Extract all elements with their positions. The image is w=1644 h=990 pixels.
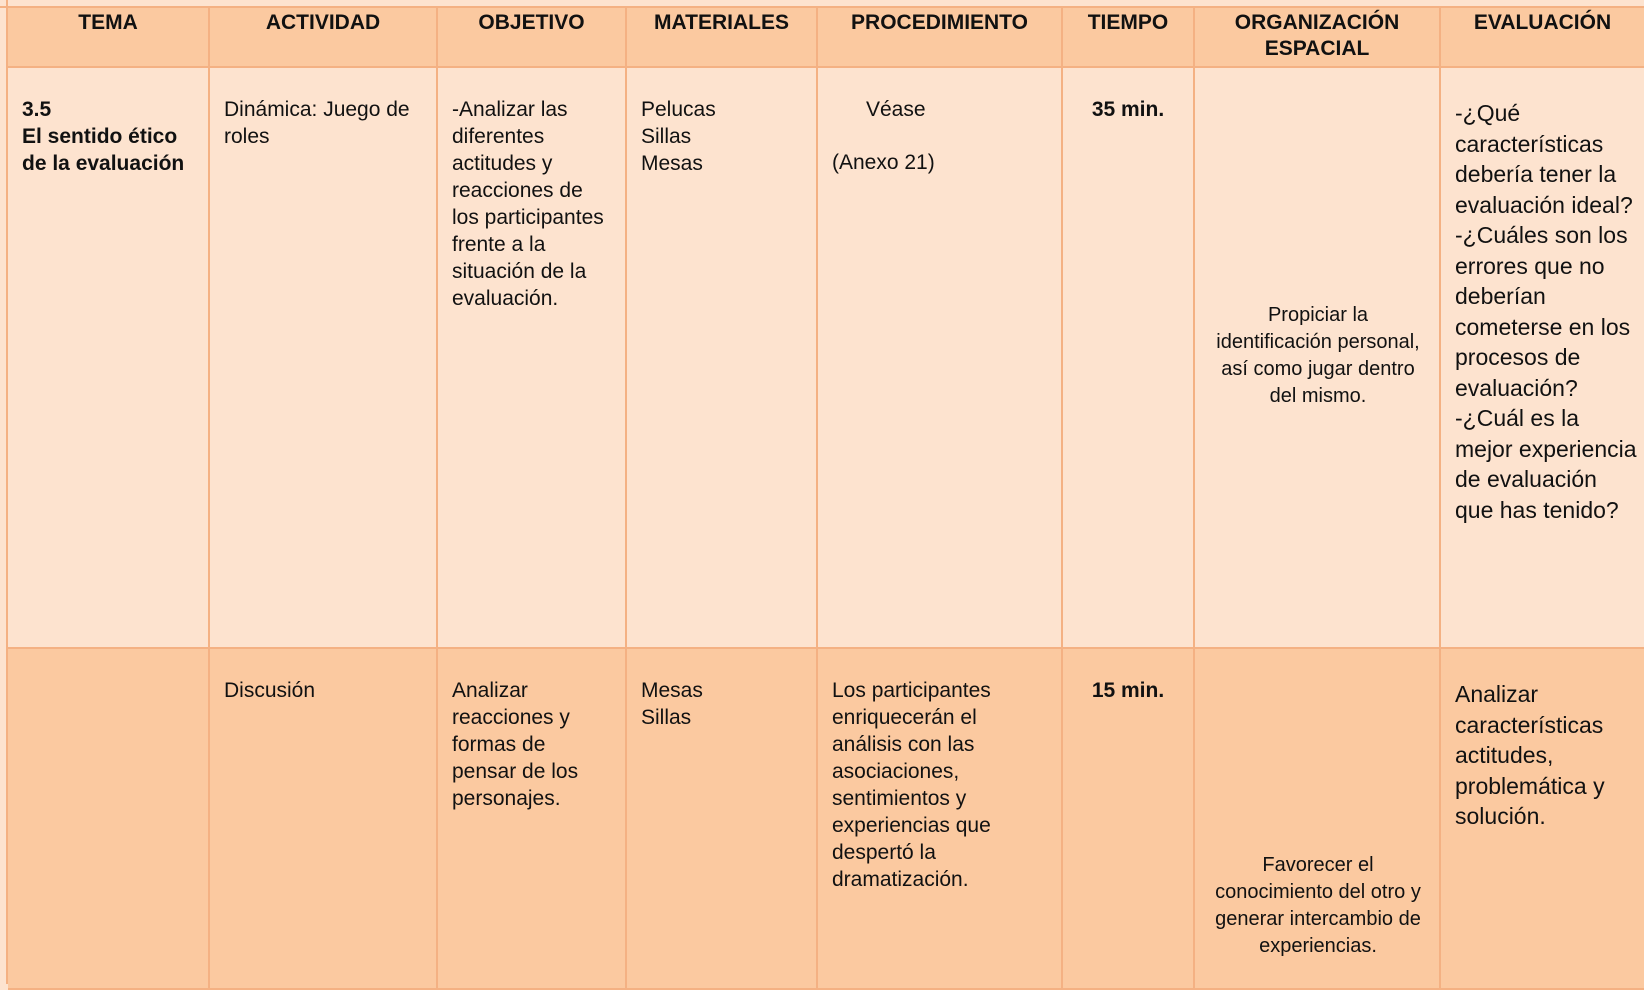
column-header: OBJETIVO	[438, 8, 627, 68]
cell-tema	[8, 649, 210, 990]
text-line: El sentido ético de la evaluación	[22, 125, 185, 175]
cell-evaluacion: -¿Qué características debería tener la e…	[1441, 68, 1644, 649]
text-line: 3.5	[22, 98, 52, 121]
text-line: Sillas	[641, 706, 692, 729]
cell-materiales: Mesas Sillas	[627, 649, 818, 990]
caption: Propiciar la identificación personal, as…	[1216, 304, 1420, 407]
caption: Favorecer el conocimiento del otro y gen…	[1215, 854, 1421, 957]
cell-materiales: Pelucas Sillas Mesas	[627, 68, 818, 649]
text-line: Mesas	[641, 679, 703, 702]
cell-evaluacion: Analizar características actitudes, prob…	[1441, 649, 1644, 990]
column-header: ORGANIZACIÓN ESPACIAL	[1195, 8, 1441, 68]
cell-objetivo: -Analizar las diferentes actitudes y rea…	[438, 68, 627, 649]
text-line: Sillas	[641, 125, 692, 148]
cell-organizacion	[1195, 649, 1441, 990]
text-line: -¿Qué características debería tener la e…	[1455, 100, 1633, 218]
cell-tiempo: 15 min.	[1063, 649, 1195, 990]
column-header: ACTIVIDAD	[210, 8, 438, 68]
column-header: PROCEDIMIENTO	[818, 8, 1063, 68]
column-header: TIEMPO	[1063, 8, 1195, 68]
text-line: Analizar características actitudes, prob…	[1455, 681, 1605, 829]
text-line: Mesas	[641, 152, 703, 175]
cell-organizacion	[1195, 68, 1441, 649]
cell-tema: 3.5 El sentido ético de la evaluación	[8, 68, 210, 649]
text-line: Pelucas	[641, 98, 716, 121]
text-line: (Anexo 21)	[832, 151, 935, 174]
cell-actividad: Dinámica: Juego de roles	[210, 68, 438, 649]
text-line: -¿Cuáles son los errores que no deberían…	[1455, 222, 1631, 401]
column-header: EVALUACIÓN	[1441, 8, 1644, 68]
cell-objetivo: Analizar reacciones y formas de pensar d…	[438, 649, 627, 990]
column-header: MATERIALES	[627, 8, 818, 68]
cell-procedimiento: Véase (Anexo 21)	[818, 68, 1063, 649]
cell-tiempo: 35 min.	[1063, 68, 1195, 649]
top-band	[0, 0, 1644, 8]
cell-actividad: Discusión	[210, 649, 438, 990]
column-header: TEMA	[8, 8, 210, 68]
cell-procedimiento: Los participantes enriquecerán el anális…	[818, 649, 1063, 990]
text-line: Véase	[866, 98, 926, 121]
left-border	[6, 0, 8, 984]
text-line: -¿Cuál es la mejor experiencia de evalua…	[1455, 405, 1637, 523]
